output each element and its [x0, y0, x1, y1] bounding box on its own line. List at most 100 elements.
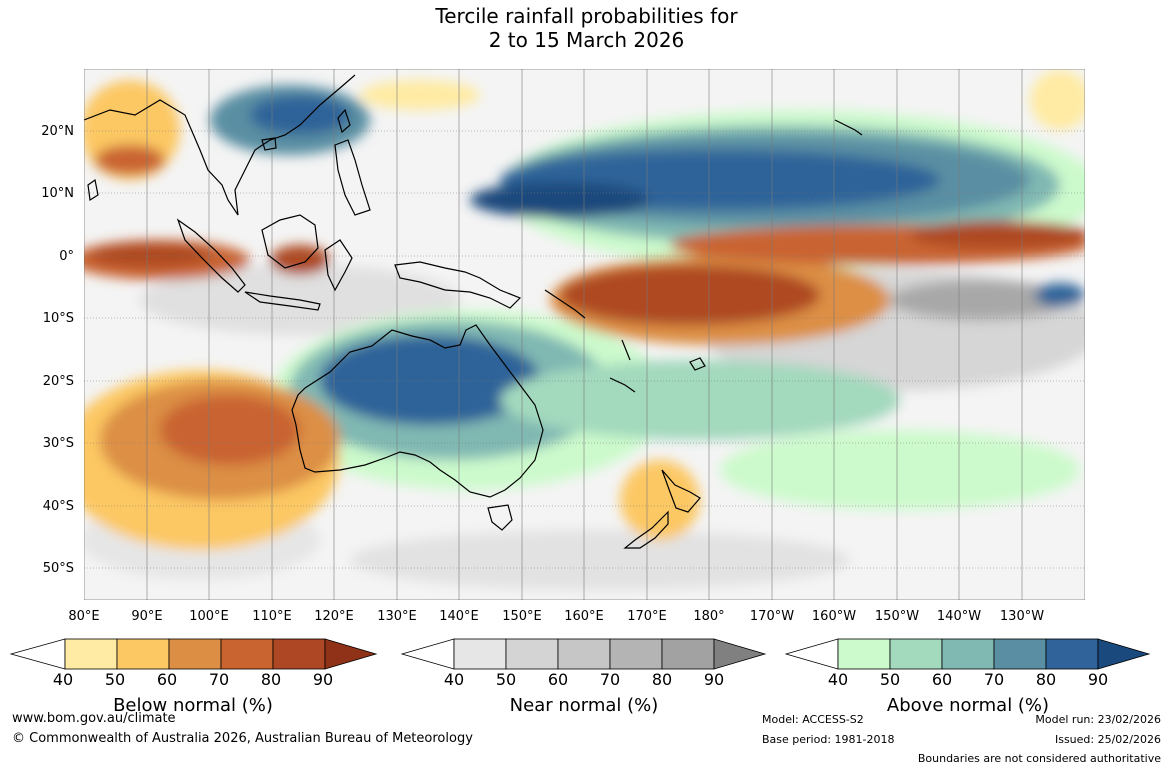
above-tick-50: 50 [879, 670, 901, 689]
below-tick-50: 50 [104, 670, 126, 689]
near-tick-50: 50 [495, 670, 517, 689]
lon-label-90e: 90°E [131, 609, 163, 624]
lon-label-150w: 150°W [874, 609, 920, 624]
coastlines [84, 74, 863, 549]
lat-label-10s: 10°S [42, 311, 74, 326]
lon-label-180: 180° [693, 609, 725, 624]
colorbar-below-swatch-4 [220, 638, 274, 670]
fiji-islands [689, 357, 706, 371]
new-zealand-north [661, 469, 701, 513]
below-tick-60: 60 [156, 670, 178, 689]
colorbar-below-upper-arrow [324, 638, 378, 670]
colorbar-near-swatch-5 [661, 638, 715, 670]
new-zealand-south [623, 510, 669, 549]
lon-label-100e: 100°E [189, 609, 229, 624]
lon-label-160w: 160°W [811, 609, 857, 624]
lat-label-30s: 30°S [42, 436, 74, 451]
near-tick-60: 60 [547, 670, 569, 689]
colorbar-above-swatch-4 [993, 638, 1047, 670]
sri-lanka-outline [87, 178, 99, 202]
near-tick-70: 70 [599, 670, 621, 689]
near-tick-90: 90 [703, 670, 725, 689]
above-tick-70: 70 [983, 670, 1005, 689]
colorbar-above-lower-arrow [785, 638, 839, 670]
colorbar-below-swatch-3 [168, 638, 222, 670]
java-outline [244, 291, 321, 311]
lon-label-130w: 130°W [999, 609, 1045, 624]
model-name: Model: ACCESS-S2 [762, 713, 864, 726]
hawaii-islands [834, 119, 863, 136]
tasmania-outline [487, 504, 513, 531]
lat-label-equator: 0° [59, 249, 74, 264]
map-field [84, 69, 1085, 600]
model-run-date: Model run: 23/02/2026 [1035, 713, 1161, 726]
colorbar-below-swatch-1 [64, 638, 118, 670]
lon-label-170w: 170°W [749, 609, 795, 624]
above-tick-60: 60 [931, 670, 953, 689]
borneo-outline [261, 214, 319, 269]
map-title: Tercile rainfall probabilities for 2 to … [0, 4, 1173, 52]
australia-outline [291, 324, 544, 498]
title-line-1: Tercile rainfall probabilities for [435, 4, 738, 28]
colorbar-near-upper-arrow [713, 638, 767, 670]
taiwan-outline [337, 108, 351, 134]
below-tick-90: 90 [312, 670, 334, 689]
colorbar-above-swatch-2 [889, 638, 943, 670]
colorbar-near-swatch-2 [505, 638, 559, 670]
graticule [84, 69, 1085, 600]
website-link[interactable]: www.bom.gov.au/climate [12, 711, 176, 726]
colorbar-above-swatch-3 [941, 638, 995, 670]
boundaries-disclaimer: Boundaries are not considered authoritat… [917, 752, 1161, 765]
colorbar-above-swatch-5 [1045, 638, 1099, 670]
lon-label-160e: 160°E [564, 609, 604, 624]
sulawesi-outline [324, 239, 353, 292]
lon-label-170e: 170°E [627, 609, 667, 624]
above-normal-label: Above normal (%) [886, 695, 1050, 716]
colorbar-below-normal [10, 638, 378, 670]
lat-label-20s: 20°S [42, 374, 74, 389]
base-period: Base period: 1981-2018 [762, 733, 895, 746]
colorbar-near-swatch-1 [453, 638, 507, 670]
below-normal-label: Below normal (%) [113, 695, 273, 716]
lon-label-140e: 140°E [439, 609, 479, 624]
new-caledonia [609, 377, 636, 393]
below-tick-40: 40 [52, 670, 74, 689]
copyright-text: © Commonwealth of Australia 2026, Austra… [12, 731, 473, 746]
below-tick-80: 80 [260, 670, 282, 689]
vanuatu-islands [621, 339, 631, 361]
near-tick-80: 80 [651, 670, 673, 689]
near-tick-40: 40 [443, 670, 465, 689]
above-tick-80: 80 [1035, 670, 1057, 689]
above-tick-90: 90 [1087, 670, 1109, 689]
lon-label-120e: 120°E [314, 609, 354, 624]
lat-label-50s: 50°S [42, 561, 74, 576]
colorbar-near-swatch-4 [609, 638, 663, 670]
colorbar-below-swatch-5 [272, 638, 326, 670]
lon-label-140w: 140°W [936, 609, 982, 624]
colorbar-below-swatch-2 [116, 638, 170, 670]
lon-label-130e: 130°E [377, 609, 417, 624]
colorbar-near-lower-arrow [401, 638, 455, 670]
near-normal-label: Near normal (%) [509, 695, 659, 716]
new-guinea-outline [394, 261, 522, 309]
title-line-2: 2 to 15 March 2026 [488, 28, 685, 52]
colorbar-above-normal [785, 638, 1151, 670]
colorbar-near-swatch-3 [557, 638, 611, 670]
solomon-islands [544, 289, 586, 319]
lon-label-80e: 80°E [68, 609, 100, 624]
hainan-outline [261, 137, 277, 151]
colorbar-above-swatch-1 [837, 638, 891, 670]
mainland-asia-coast [84, 74, 356, 216]
colorbar-near-normal [401, 638, 767, 670]
colorbar-above-upper-arrow [1097, 638, 1151, 670]
probability-shading [84, 70, 1085, 590]
lon-label-150e: 150°E [502, 609, 542, 624]
sumatra-outline [176, 218, 246, 293]
lat-label-40s: 40°S [42, 499, 74, 514]
above-tick-40: 40 [827, 670, 849, 689]
lat-label-10n: 10°N [41, 186, 74, 201]
below-tick-70: 70 [208, 670, 230, 689]
colorbar-below-lower-arrow [10, 638, 66, 670]
issued-date: Issued: 25/02/2026 [1054, 733, 1161, 746]
